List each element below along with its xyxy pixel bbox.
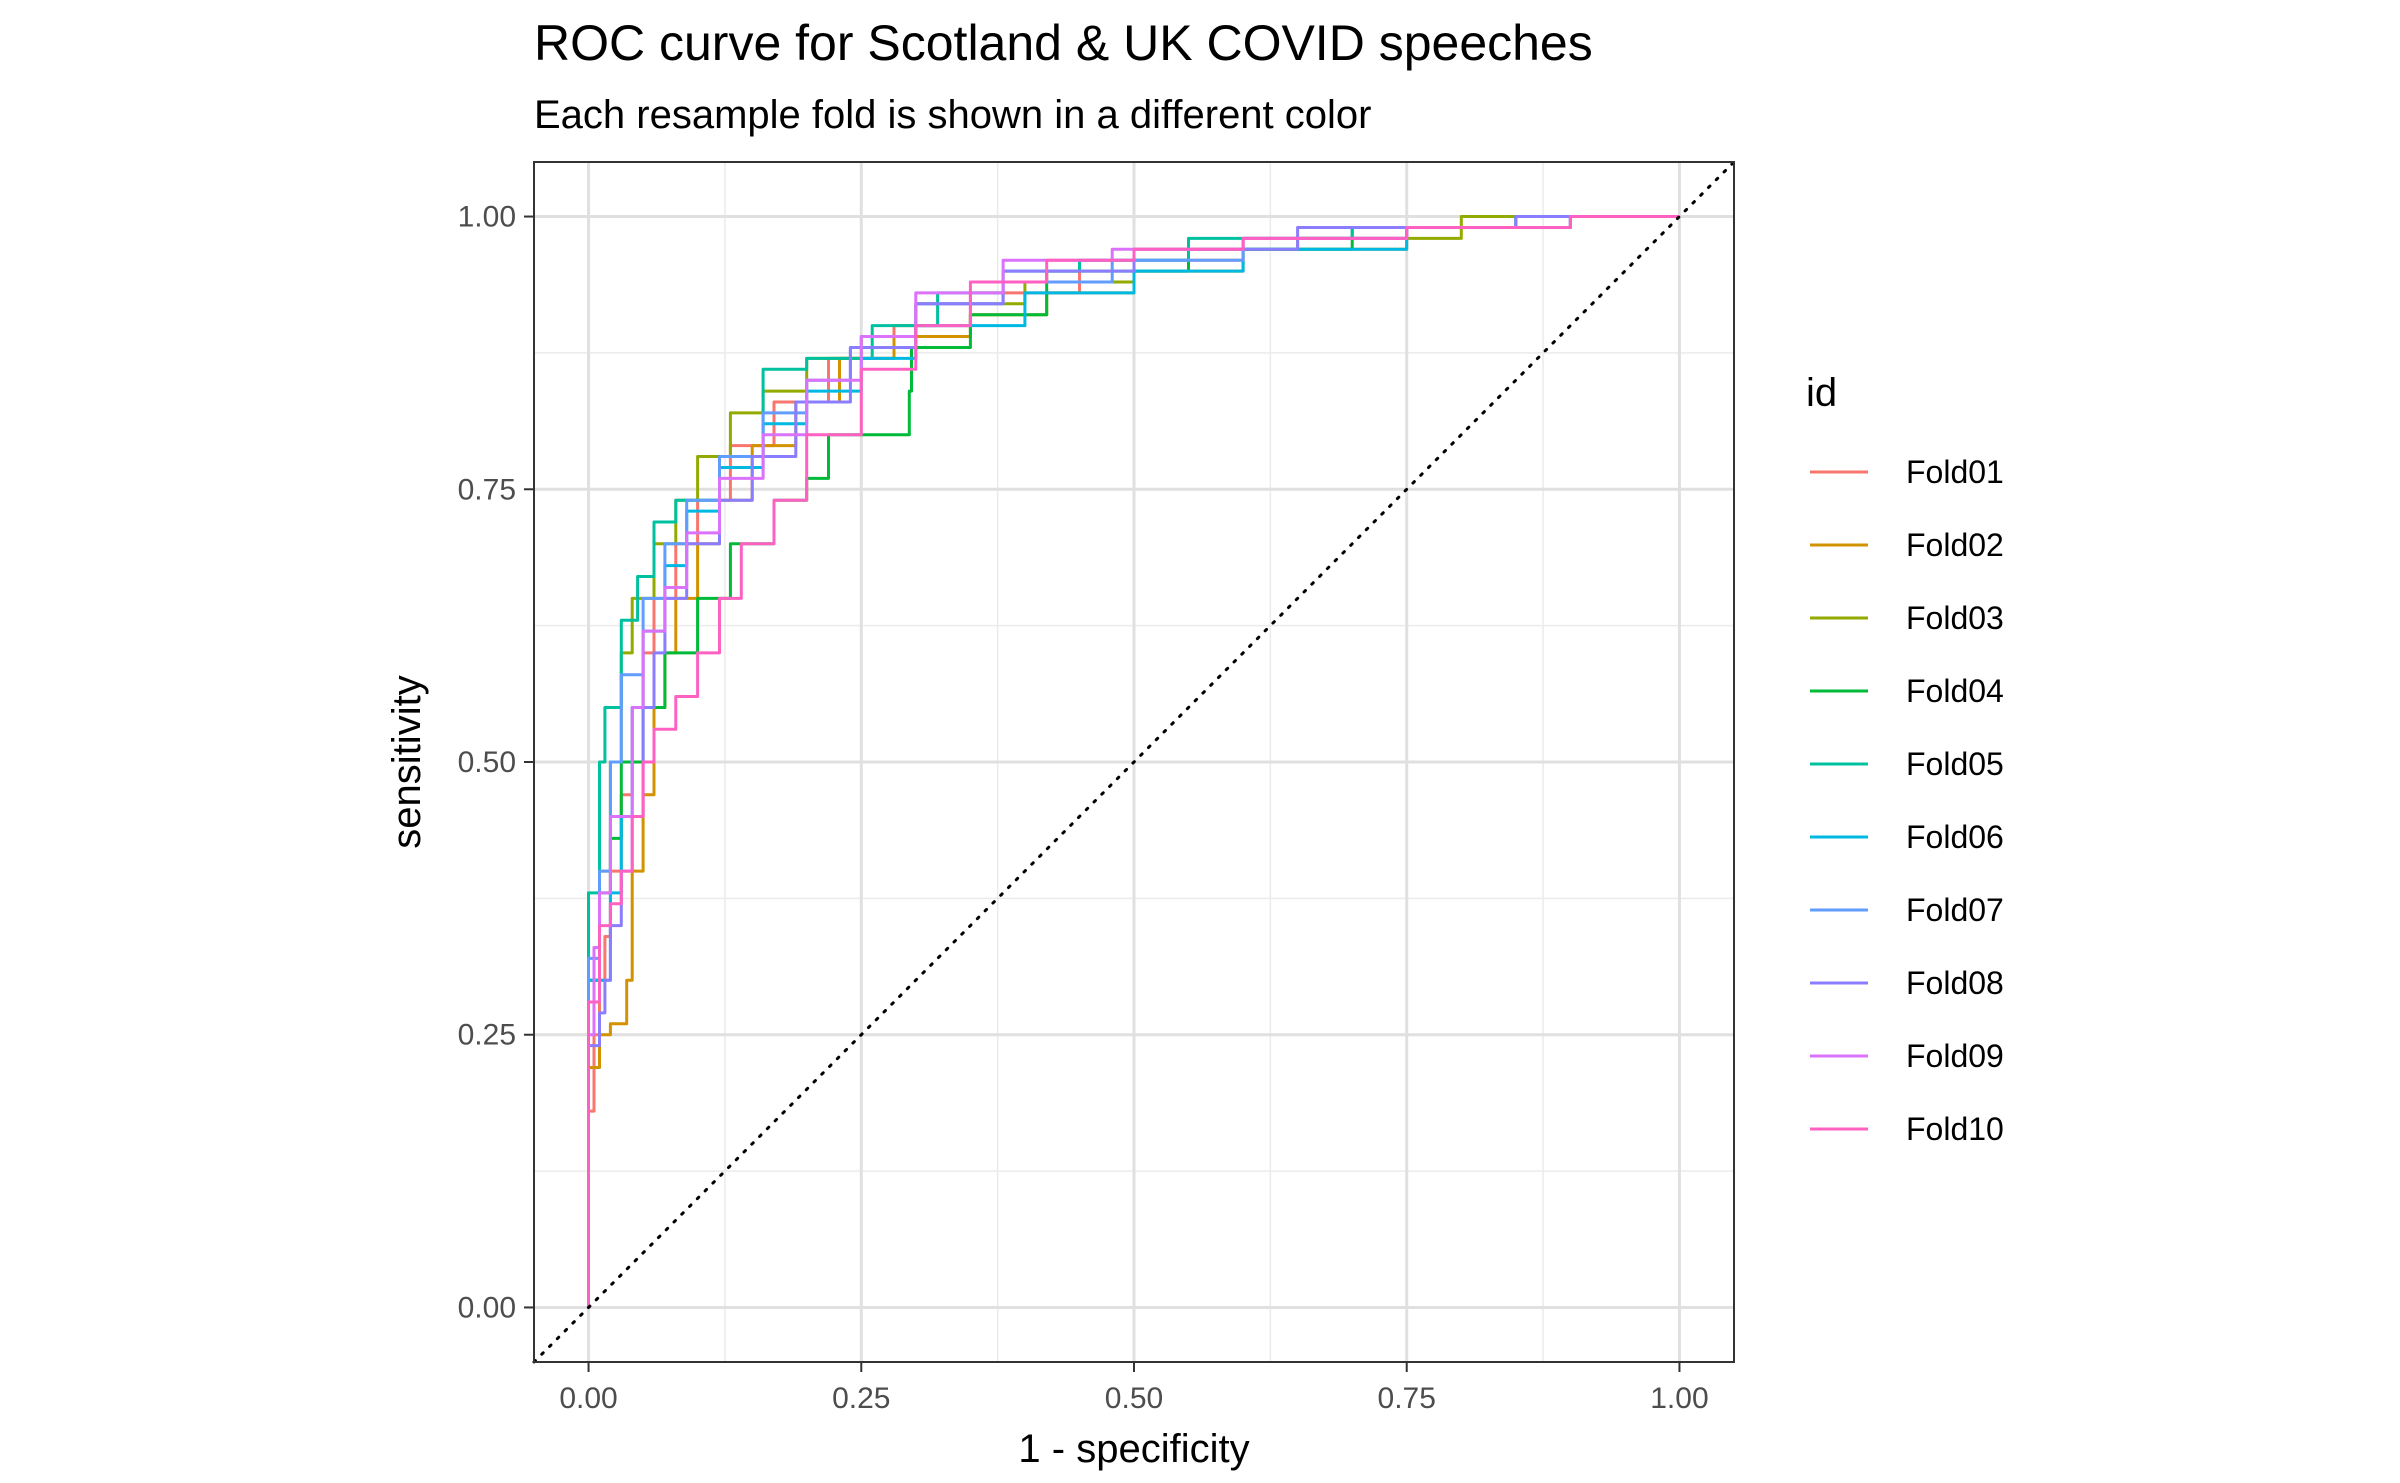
reference-line — [532, 160, 1736, 1364]
legend-label: Fold09 — [1906, 1038, 2004, 1074]
legend-label: Fold10 — [1906, 1111, 2004, 1147]
legend-title: id — [1806, 371, 1837, 415]
legend-label: Fold07 — [1906, 892, 2004, 928]
x-axis: 0.00 0.25 0.50 0.75 1.00 — [559, 1362, 1709, 1415]
y-tick-label: 0.50 — [458, 746, 516, 779]
legend-label: Fold05 — [1906, 746, 2004, 782]
y-tick-label: 1.00 — [458, 201, 516, 234]
legend-label: Fold06 — [1906, 819, 2004, 855]
chart-subtitle: Each resample fold is shown in a differe… — [534, 93, 1371, 137]
y-axis-title: sensitivity — [385, 675, 429, 848]
x-axis-title: 1 - specificity — [1018, 1427, 1249, 1471]
reference-diagonal — [532, 160, 1736, 1364]
y-tick-label: 0.00 — [458, 1291, 516, 1324]
legend-label: Fold02 — [1906, 527, 2004, 563]
legend-label: Fold08 — [1906, 965, 2004, 1001]
x-tick-label: 0.50 — [1105, 1382, 1163, 1415]
x-tick-label: 0.00 — [559, 1382, 617, 1415]
y-axis: 0.00 0.25 0.50 0.75 1.00 — [458, 201, 534, 1324]
x-tick-label: 1.00 — [1650, 1382, 1708, 1415]
legend-label: Fold03 — [1906, 600, 2004, 636]
legend-items: Fold01 Fold02 Fold03 Fold04 Fold05 Fold06 Fold… — [1810, 454, 2004, 1147]
y-tick-label: 0.25 — [458, 1019, 516, 1052]
legend: id Fold01Fold02Fold03Fold04Fold05Fold06F… — [1806, 371, 2004, 1147]
roc-series — [587, 215, 1680, 1308]
legend-label: Fold04 — [1906, 673, 2004, 709]
x-tick-label: 0.75 — [1378, 1382, 1436, 1415]
chart-title: ROC curve for Scotland & UK COVID speech… — [534, 15, 1593, 71]
legend-label: Fold01 — [1906, 454, 2004, 490]
roc-line-fold10 — [587, 215, 1680, 1308]
y-tick-label: 0.75 — [458, 473, 516, 506]
x-tick-label: 0.25 — [832, 1382, 890, 1415]
